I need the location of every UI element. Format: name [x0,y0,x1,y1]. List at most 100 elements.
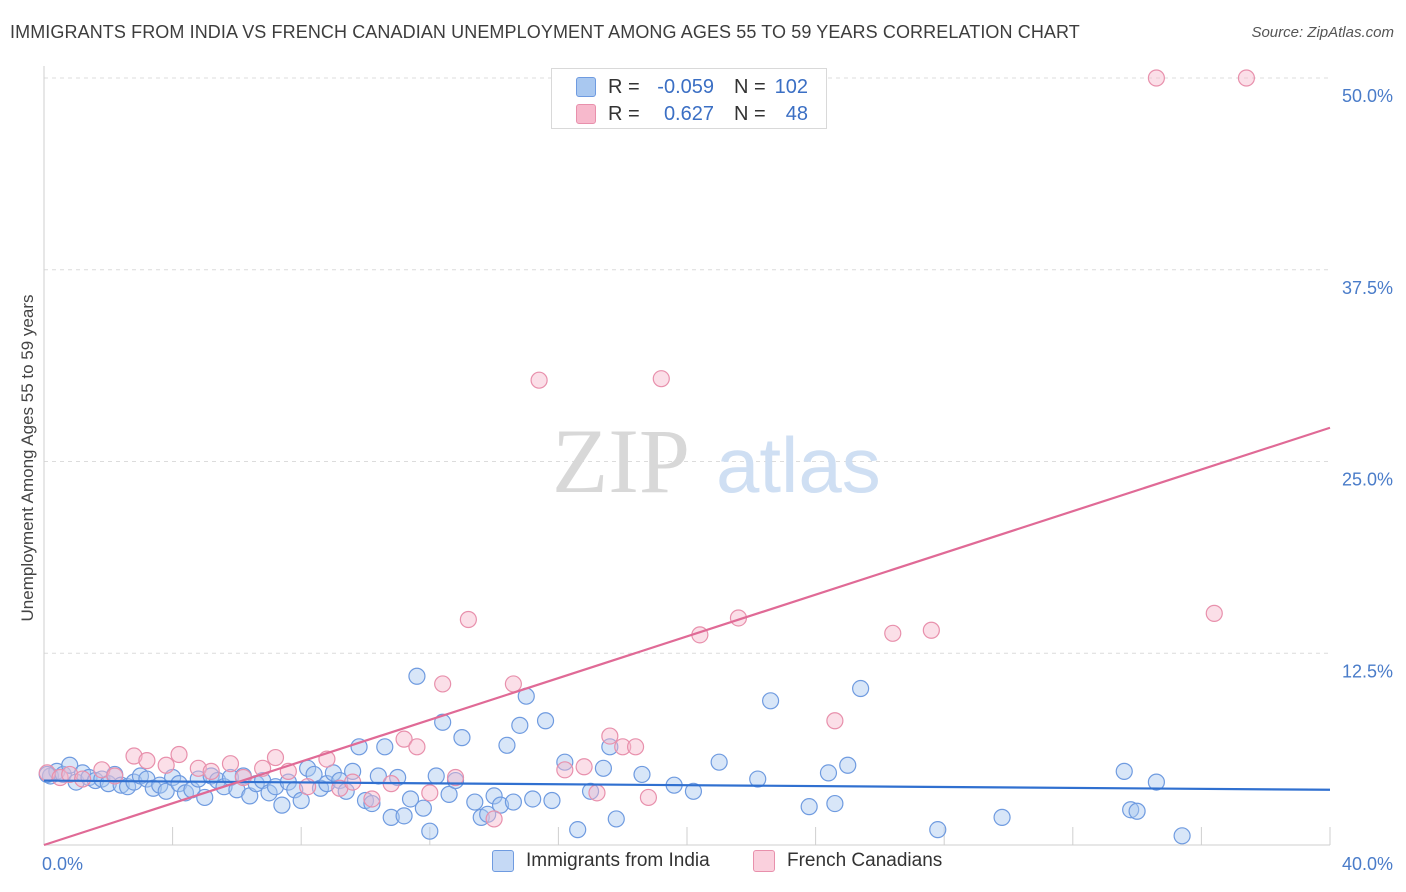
french-canadian-point [434,675,452,693]
source-label: Source: ZipAtlas.com [1251,24,1394,41]
india-point [260,784,278,802]
correlation-legend: R = -0.059 N = 102 R = 0.627 N = 48 [551,68,827,129]
y-tick-labels: 12.5% 25.0% 37.5% 50.0% [1342,86,1393,681]
french-canadian-point [221,755,240,773]
india-point [1115,762,1133,780]
french-canadian-point [639,788,658,807]
india-point [363,794,381,813]
legend-row-french-canadians: R = 0.627 N = 48 [576,102,808,126]
french-canadian-point [614,738,632,756]
india-point [61,756,79,774]
gridlines [44,77,1330,654]
french-canadian-point [601,727,619,745]
french-canadian-point [266,748,285,767]
india-point [929,821,947,839]
india-point [498,736,516,754]
india-point [408,667,426,685]
legend-swatch-india [576,77,596,97]
french-canadian-point [884,624,902,642]
india-point [819,764,838,782]
french-canadian-point [446,768,465,787]
india-point [453,729,471,747]
india-point [421,822,439,840]
india-point [382,808,400,826]
series-india-points [38,667,1191,845]
india-point [1173,827,1191,845]
india-point [1147,773,1165,791]
india-point [273,796,291,814]
french-canadian-point [299,778,317,796]
india-point [414,799,432,817]
india-point [993,808,1011,826]
india-point [485,787,503,805]
french-canadian-point [73,770,92,788]
legend-n-label: N = [734,75,766,98]
india-point [581,782,600,800]
legend-item-india[interactable]: Immigrants from India [492,850,710,872]
french-canadian-point [395,730,413,748]
french-canadian-point [408,738,426,756]
x-tick-label: 40.0% [1342,854,1393,874]
india-point [569,821,587,839]
french-canadian-point [588,784,606,802]
legend-n-value: 48 [785,102,808,125]
india-point [389,768,407,787]
india-point [401,790,420,808]
x-tick-label: 0.0% [42,854,83,874]
chart-title: IMMIGRANTS FROM INDIA VS FRENCH CANADIAN… [10,22,1080,42]
india-point [427,767,445,785]
french-canadian-trend-line [43,426,1331,847]
india-point [749,770,767,788]
trend-lines [43,426,1331,847]
india-point [607,810,625,828]
legend-n-value: 102 [774,75,808,98]
legend-item-french-canadians[interactable]: French Canadians [753,850,942,872]
india-point [434,713,452,731]
french-canadian-point [826,712,844,730]
french-canadian-point [421,784,439,802]
french-canadian-point [530,371,548,389]
legend-label-india: Immigrants from India [526,850,710,871]
x-tick-labels: 0.0% 40.0% [42,854,1393,874]
india-point [761,692,780,710]
french-canadian-point [922,621,940,639]
india-point [633,765,651,784]
french-canadian-point [556,761,574,779]
watermark-atlas: atlas [716,421,881,509]
india-point [504,793,522,811]
y-tick-label: 12.5% [1342,661,1393,681]
french-canadian-point [652,370,670,388]
legend-swatch-french-canadians [576,104,596,124]
india-point [524,790,542,808]
india-point [826,794,844,813]
legend-r-value: 0.627 [663,102,714,125]
french-canadian-point [504,675,522,693]
watermark-zip: ZIP [552,410,690,512]
legend-r-label: R = [608,75,640,98]
french-canadian-point [61,765,79,784]
legend-r-value: -0.059 [657,75,714,98]
french-canadian-point [363,790,381,808]
india-point [440,785,458,803]
india-point [157,782,175,800]
india-point [292,791,310,810]
legend-row-india: R = -0.059 N = 102 [576,75,808,99]
india-point [594,759,613,777]
india-point [543,791,561,810]
french-canadian-point [626,738,645,756]
india-point [800,798,818,816]
french-canadian-point [138,752,156,770]
india-point [395,807,413,825]
legend-r-label: R = [608,102,640,125]
india-point [710,753,728,771]
legend-swatch-india [492,850,514,872]
french-canadian-point [1237,69,1256,87]
india-point [852,679,870,698]
india-point [350,738,368,756]
legend-swatch-french-canadians [753,850,775,872]
india-point [491,796,510,814]
india-point [466,793,484,811]
india-point [536,712,555,730]
french-canadian-point [189,759,207,777]
